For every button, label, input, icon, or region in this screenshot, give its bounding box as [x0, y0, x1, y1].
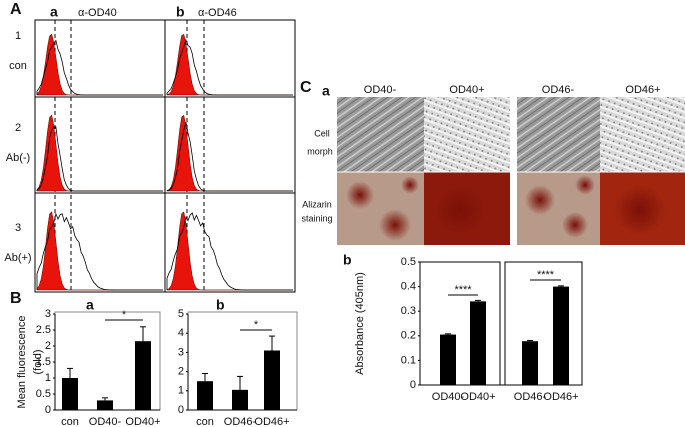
x-tick-label: OD40- [89, 416, 122, 427]
bar [197, 381, 213, 410]
column-header: OD46- [542, 84, 575, 96]
histogram-fill [166, 211, 293, 291]
x-tick-label: OD40- [432, 391, 465, 403]
bar [470, 301, 486, 385]
column-letter: b [176, 4, 185, 20]
row-label: morph [307, 146, 333, 156]
histogram-line [36, 212, 163, 291]
column-title: α-OD40 [78, 7, 117, 19]
y-tick-label: 3 [178, 346, 184, 358]
bar [264, 350, 280, 410]
panel-letter: b [343, 252, 352, 268]
y-tick-label: 2 [45, 340, 51, 352]
x-tick-label: OD46- [224, 416, 257, 427]
row-label: Cell [314, 128, 330, 138]
panel-letter: a [86, 297, 94, 313]
y-tick-label: 3 [45, 308, 51, 320]
y-tick-label: 1 [178, 385, 184, 397]
histogram-fill [166, 114, 293, 192]
histogram-fill [36, 211, 163, 291]
histogram-line [166, 38, 293, 96]
column-header: OD46+ [625, 84, 660, 96]
y-tick-label: 4 [178, 327, 184, 339]
x-tick-label: OD46- [514, 391, 547, 403]
y-tick-label: 1.5 [36, 356, 51, 368]
row-number: 3 [15, 222, 21, 234]
y-tick-label: 0.3 [401, 305, 416, 317]
x-tick-label: con [61, 416, 79, 427]
y-tick-label: 2 [178, 366, 184, 378]
bar [232, 389, 248, 410]
significance-label: **** [537, 269, 555, 281]
significance-label: * [254, 319, 259, 331]
bar [97, 400, 113, 410]
histogram-line [36, 126, 163, 192]
y-tick-label: 0.5 [401, 256, 416, 268]
y-tick-label: 0.2 [401, 330, 416, 342]
significance-label: * [122, 309, 127, 321]
y-tick-label: 0 [178, 404, 184, 416]
column-title: α-OD46 [198, 7, 237, 19]
significance-label: **** [454, 284, 472, 296]
y-tick-label: 2.5 [36, 324, 51, 336]
row-label: con [9, 60, 27, 72]
histogram-fill [36, 33, 163, 96]
bar [553, 286, 569, 385]
y-tick-label: 0.4 [401, 281, 416, 293]
panel-letter: a [322, 83, 330, 99]
y-tick-label: 0 [410, 379, 416, 391]
row-label: staining [301, 213, 332, 223]
row-number: 1 [15, 30, 21, 42]
histogram-line [166, 212, 293, 291]
column-letter: a [50, 4, 58, 20]
histogram-fill [36, 114, 163, 192]
column-header: OD40- [364, 84, 397, 96]
row-label: Ab(-) [6, 152, 30, 164]
y-tick-label: 5 [178, 308, 184, 320]
bar [62, 378, 78, 410]
column-header: OD40+ [449, 84, 484, 96]
y-tick-label: 0.1 [401, 354, 416, 366]
row-label: Ab(+) [4, 252, 31, 264]
bar [135, 341, 151, 410]
panel-label: C [300, 79, 312, 96]
histogram-fill [166, 33, 293, 96]
y-axis-label: Mean fluorescence [16, 316, 28, 409]
histogram-line [166, 121, 293, 192]
histogram-line [36, 39, 163, 96]
bar [522, 341, 538, 385]
x-tick-label: OD40+ [460, 391, 495, 403]
x-tick-label: con [196, 416, 214, 427]
row-number: 2 [15, 122, 21, 134]
row-label: Alizarin [302, 199, 332, 209]
x-tick-label: OD46+ [254, 416, 289, 427]
y-tick-label: 0 [45, 404, 51, 416]
panel-letter: b [216, 297, 225, 313]
panel-label: A [10, 1, 22, 18]
micrographs [337, 97, 685, 245]
x-tick-label: OD46+ [543, 391, 578, 403]
x-tick-label: OD40+ [125, 416, 160, 427]
bar [440, 334, 456, 385]
y-axis-label: Absorbance (405nm) [354, 272, 366, 375]
histograms [36, 33, 293, 291]
y-tick-label: 1 [45, 372, 51, 384]
y-axis-label: (fold) [32, 349, 44, 374]
panel-label: B [10, 290, 22, 307]
y-tick-label: 0.5 [36, 388, 51, 400]
